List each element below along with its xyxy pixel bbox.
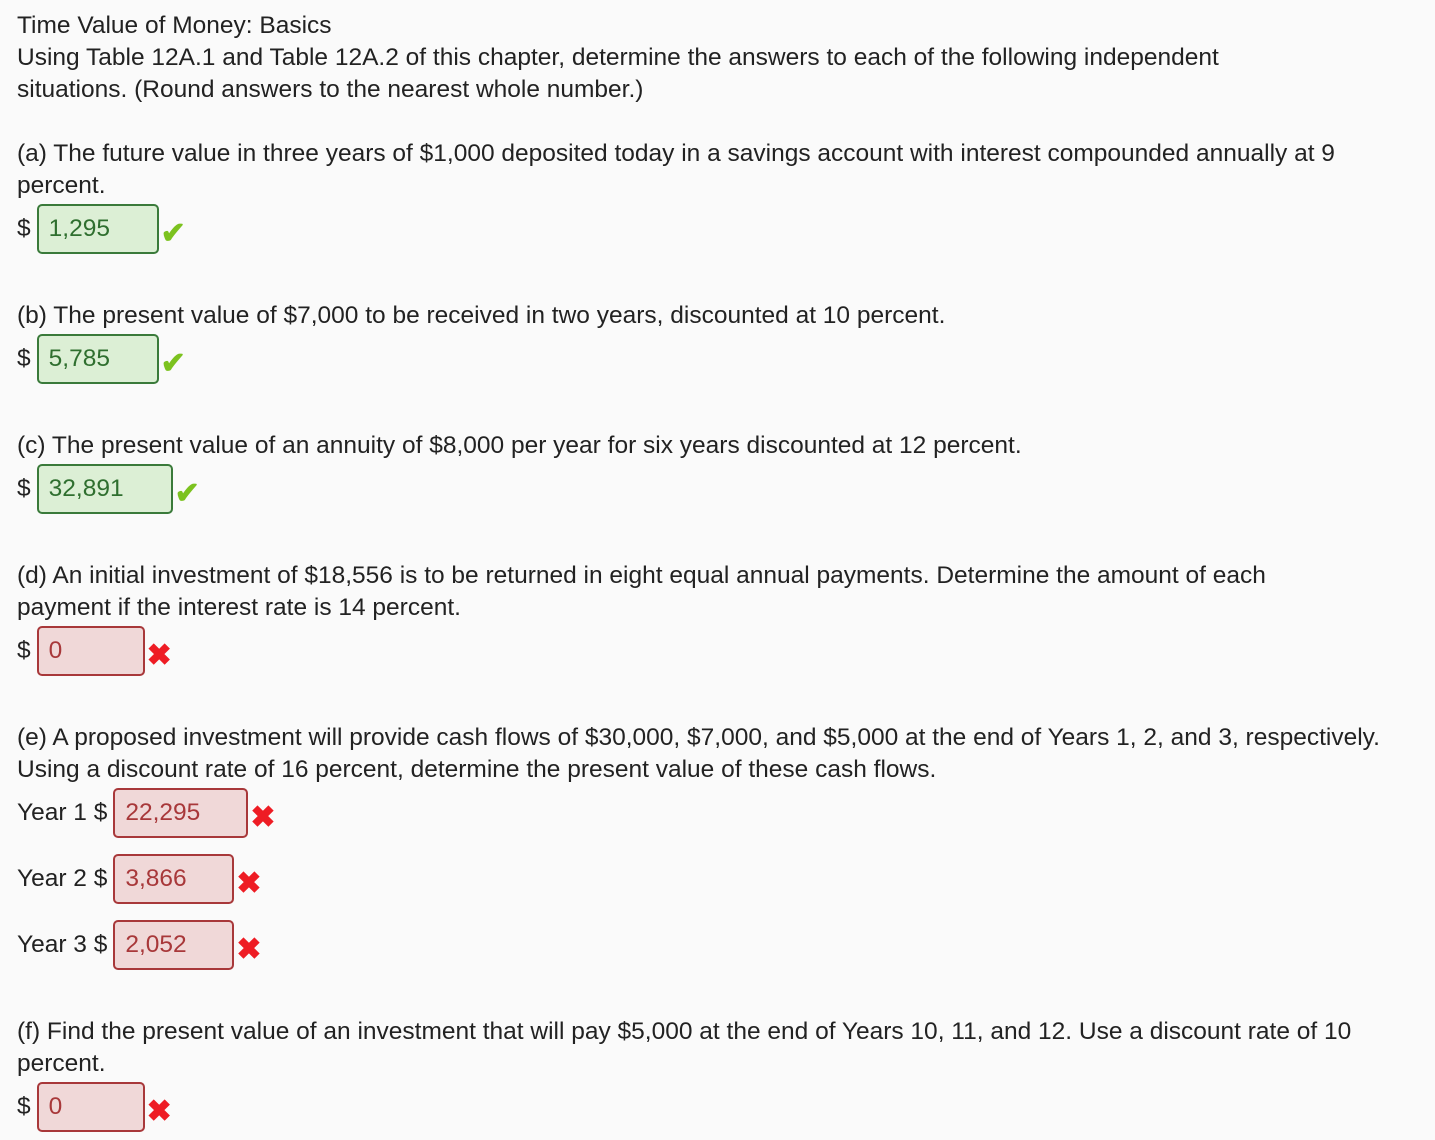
- check-icon: ✔: [160, 216, 186, 250]
- check-icon: ✔: [174, 476, 200, 510]
- year-3-label: Year 3 $: [17, 931, 108, 958]
- answer-f-input[interactable]: 0: [36, 1082, 145, 1132]
- answer-a: $ 1,295 ✔: [17, 204, 186, 254]
- answer-e-year-1-input[interactable]: 22,295: [113, 788, 249, 838]
- cross-icon: ✖: [250, 800, 276, 834]
- intro-line-2: situations. (Round answers to the neares…: [17, 76, 644, 103]
- question-d: (d) An initial investment of $18,556 is …: [17, 562, 1266, 589]
- answer-b-input[interactable]: 5,785: [36, 334, 159, 384]
- question-c: (c) The present value of an annuity of $…: [17, 432, 1022, 459]
- check-icon: ✔: [160, 346, 186, 380]
- question-f-line-2: percent.: [17, 1050, 106, 1077]
- answer-d: $ 0 ✖: [17, 626, 172, 676]
- answer-a-input[interactable]: 1,295: [36, 204, 159, 254]
- dollar-label: $: [17, 637, 31, 664]
- question-b: (b) The present value of $7,000 to be re…: [17, 302, 946, 329]
- answer-f: $ 0 ✖: [17, 1082, 172, 1132]
- cross-icon: ✖: [236, 932, 262, 966]
- year-2-label: Year 2 $: [17, 865, 108, 892]
- cross-icon: ✖: [146, 638, 172, 672]
- dollar-label: $: [17, 345, 31, 372]
- page-title: Time Value of Money: Basics: [17, 12, 332, 39]
- intro-line-1: Using Table 12A.1 and Table 12A.2 of thi…: [17, 44, 1219, 71]
- dollar-label: $: [17, 1093, 31, 1120]
- question-d-line-2: payment if the interest rate is 14 perce…: [17, 594, 461, 621]
- answer-e-year-3-input[interactable]: 2,052: [113, 920, 235, 970]
- question-a-line-2: percent.: [17, 172, 106, 199]
- answer-c-input[interactable]: 32,891: [36, 464, 173, 514]
- answer-d-input[interactable]: 0: [36, 626, 145, 676]
- year-1-label: Year 1 $: [17, 799, 108, 826]
- answer-b: $ 5,785 ✔: [17, 334, 186, 384]
- answer-e-year-3: Year 3 $ 2,052 ✖: [17, 920, 262, 970]
- question-e: (e) A proposed investment will provide c…: [17, 724, 1380, 751]
- answer-e-year-2-input[interactable]: 3,866: [113, 854, 235, 904]
- dollar-label: $: [17, 475, 31, 502]
- cross-icon: ✖: [236, 866, 262, 900]
- cross-icon: ✖: [146, 1094, 172, 1128]
- question-f: (f) Find the present value of an investm…: [17, 1018, 1352, 1045]
- question-a: (a) The future value in three years of $…: [17, 140, 1335, 167]
- answer-e-year-1: Year 1 $ 22,295 ✖: [17, 788, 276, 838]
- question-e-line-2: Using a discount rate of 16 percent, det…: [17, 756, 937, 783]
- dollar-label: $: [17, 215, 31, 242]
- answer-e-year-2: Year 2 $ 3,866 ✖: [17, 854, 262, 904]
- answer-c: $ 32,891 ✔: [17, 464, 200, 514]
